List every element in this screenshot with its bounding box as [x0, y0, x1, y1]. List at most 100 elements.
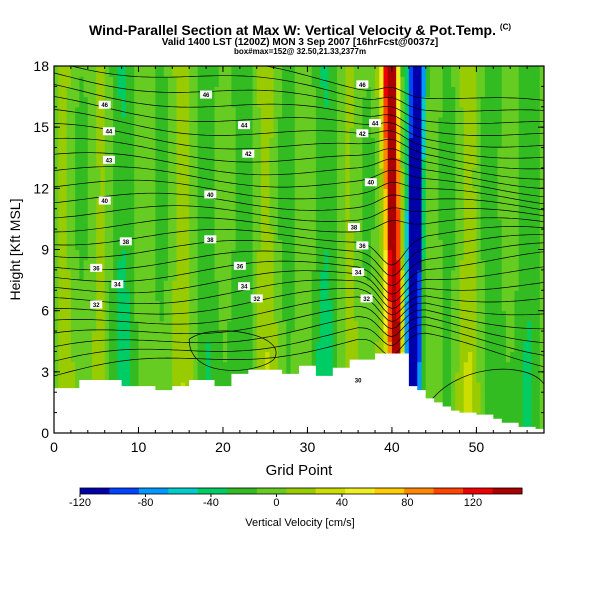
- velocity-cell: [505, 127, 511, 138]
- velocity-cell: [527, 86, 532, 98]
- velocity-cell: [294, 320, 300, 332]
- contour-label: 36: [233, 261, 246, 270]
- velocity-cell: [518, 76, 524, 87]
- velocity-cell: [332, 208, 338, 220]
- velocity-cell: [79, 137, 85, 149]
- velocity-cell: [459, 66, 465, 77]
- velocity-cell: [459, 371, 465, 383]
- velocity-cell: [505, 208, 511, 220]
- velocity-cell: [349, 249, 355, 261]
- velocity-cell: [256, 280, 262, 291]
- velocity-cell: [324, 290, 330, 302]
- velocity-cell: [138, 96, 144, 108]
- velocity-cell: [92, 76, 97, 87]
- velocity-cell: [442, 341, 448, 353]
- velocity-cell: [328, 310, 334, 322]
- velocity-cell: [417, 249, 423, 261]
- velocity-cell: [134, 269, 140, 281]
- velocity-cell: [345, 331, 351, 342]
- contour-label-bg: [102, 155, 115, 164]
- velocity-cell: [493, 351, 499, 363]
- velocity-cell: [362, 157, 368, 169]
- velocity-cell: [505, 382, 511, 393]
- velocity-cell: [104, 167, 110, 179]
- velocity-cell: [189, 167, 194, 179]
- velocity-cell: [146, 116, 152, 128]
- velocity-cell: [408, 290, 414, 302]
- velocity-cell: [539, 351, 544, 363]
- velocity-cell: [206, 218, 211, 230]
- contour-label-text: 32: [363, 297, 370, 303]
- theta-contour-line: [54, 137, 544, 180]
- velocity-cell: [269, 218, 275, 230]
- velocity-cell: [383, 290, 389, 302]
- velocity-cell: [180, 147, 186, 159]
- velocity-cell: [184, 310, 190, 322]
- velocity-cell: [277, 198, 283, 210]
- velocity-cell: [505, 392, 511, 404]
- velocity-cell: [138, 351, 144, 363]
- velocity-cell: [62, 188, 68, 200]
- velocity-cell: [163, 239, 169, 251]
- velocity-cell: [108, 361, 114, 373]
- velocity-cell: [66, 229, 72, 240]
- velocity-cell: [522, 137, 528, 149]
- velocity-cell: [375, 218, 380, 230]
- velocity-cell: [193, 76, 199, 87]
- velocity-cell: [307, 157, 313, 169]
- velocity-cell: [539, 269, 544, 281]
- velocity-cell: [62, 371, 68, 383]
- velocity-cell: [222, 157, 228, 169]
- velocity-cell: [489, 208, 494, 220]
- velocity-cell: [358, 331, 363, 342]
- velocity-cell: [151, 361, 156, 373]
- velocity-cell: [134, 157, 140, 169]
- velocity-cell: [206, 178, 211, 189]
- velocity-cell: [87, 127, 93, 138]
- velocity-cell: [172, 137, 178, 149]
- velocity-cell: [176, 239, 182, 251]
- velocity-cell: [421, 188, 427, 200]
- velocity-cell: [244, 239, 249, 251]
- velocity-cell: [451, 331, 456, 342]
- velocity-cell: [155, 96, 161, 108]
- velocity-cell: [248, 229, 254, 240]
- velocity-cell: [446, 229, 452, 240]
- velocity-cell: [324, 259, 330, 271]
- velocity-cell: [100, 157, 106, 169]
- velocity-cell: [231, 86, 237, 98]
- velocity-cell: [442, 208, 448, 220]
- velocity-cell: [345, 198, 351, 210]
- velocity-cell: [54, 280, 59, 291]
- velocity-cell: [269, 269, 275, 281]
- velocity-cell: [159, 320, 165, 332]
- velocity-cell: [142, 96, 148, 108]
- velocity-cell: [505, 259, 511, 271]
- velocity-cell: [277, 331, 283, 342]
- velocity-cell: [417, 229, 423, 240]
- velocity-cell: [269, 249, 275, 261]
- velocity-cell: [277, 76, 283, 87]
- velocity-cell: [206, 320, 211, 332]
- chart-title-text: Wind-Parallel Section at Max W: Vertical…: [88, 22, 497, 38]
- contour-label-bg: [90, 300, 103, 309]
- velocity-cell: [244, 300, 249, 312]
- velocity-cell: [387, 167, 393, 179]
- velocity-cell: [332, 290, 338, 302]
- velocity-cell: [290, 259, 296, 271]
- velocity-cell: [320, 310, 325, 322]
- velocity-cell: [58, 280, 64, 291]
- velocity-cell: [531, 259, 537, 271]
- velocity-cell: [79, 371, 85, 383]
- velocity-cell: [307, 147, 313, 159]
- velocity-cell: [307, 259, 313, 271]
- velocity-cell: [189, 208, 194, 220]
- velocity-cell: [472, 402, 478, 414]
- velocity-cell: [210, 66, 216, 77]
- velocity-cell: [522, 116, 528, 128]
- velocity-cell: [387, 249, 393, 261]
- velocity-cell: [227, 116, 233, 128]
- velocity-cell: [138, 76, 144, 87]
- velocity-cell: [108, 371, 114, 383]
- velocity-cell: [337, 147, 342, 159]
